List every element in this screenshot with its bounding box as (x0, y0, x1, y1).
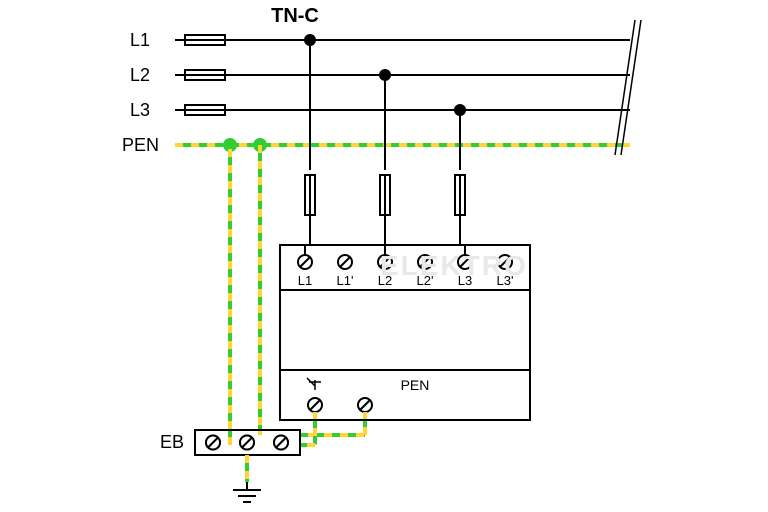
svg-text:L2': L2' (417, 273, 434, 288)
svg-text:L2: L2 (378, 273, 392, 288)
svg-text:PEN: PEN (401, 377, 430, 393)
svg-text:L1: L1 (130, 30, 150, 50)
svg-text:EB: EB (160, 432, 184, 452)
svg-text:L3: L3 (458, 273, 472, 288)
svg-text:TN-C: TN-C (271, 5, 319, 27)
svg-text:PEN: PEN (122, 135, 159, 155)
svg-text:L3': L3' (497, 273, 514, 288)
svg-text:L2: L2 (130, 65, 150, 85)
svg-text:L1: L1 (298, 273, 312, 288)
svg-text:L3: L3 (130, 100, 150, 120)
svg-text:L1': L1' (337, 273, 354, 288)
